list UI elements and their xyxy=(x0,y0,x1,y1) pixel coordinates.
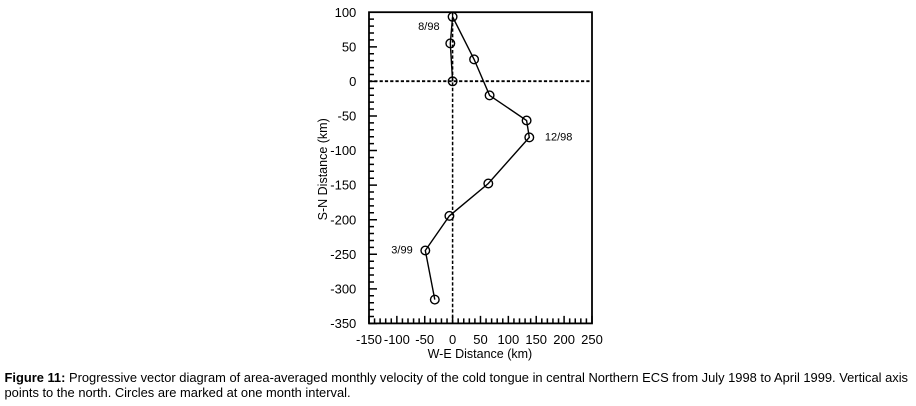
svg-text:50: 50 xyxy=(473,332,487,347)
svg-text:S-N Distance (km): S-N Distance (km) xyxy=(316,118,330,220)
svg-text:-100: -100 xyxy=(384,332,410,347)
svg-text:W-E Distance (km): W-E Distance (km) xyxy=(428,347,533,361)
svg-text:12/98: 12/98 xyxy=(545,132,573,144)
svg-text:-250: -250 xyxy=(330,247,356,262)
svg-text:-100: -100 xyxy=(330,143,356,158)
svg-text:250: 250 xyxy=(581,332,603,347)
svg-text:50: 50 xyxy=(342,39,356,54)
svg-text:3/99: 3/99 xyxy=(391,245,412,257)
svg-text:-50: -50 xyxy=(415,332,434,347)
svg-text:150: 150 xyxy=(525,332,547,347)
svg-text:0: 0 xyxy=(349,74,356,89)
svg-text:100: 100 xyxy=(498,332,520,347)
svg-text:-150: -150 xyxy=(330,178,356,193)
svg-text:100: 100 xyxy=(335,5,357,20)
svg-text:200: 200 xyxy=(553,332,575,347)
svg-text:-300: -300 xyxy=(330,282,356,297)
svg-text:-150: -150 xyxy=(356,332,382,347)
svg-text:-50: -50 xyxy=(338,109,357,124)
svg-text:-350: -350 xyxy=(330,316,356,331)
svg-text:8/98: 8/98 xyxy=(418,21,439,33)
svg-text:0: 0 xyxy=(449,332,456,347)
svg-text:-200: -200 xyxy=(330,212,356,227)
